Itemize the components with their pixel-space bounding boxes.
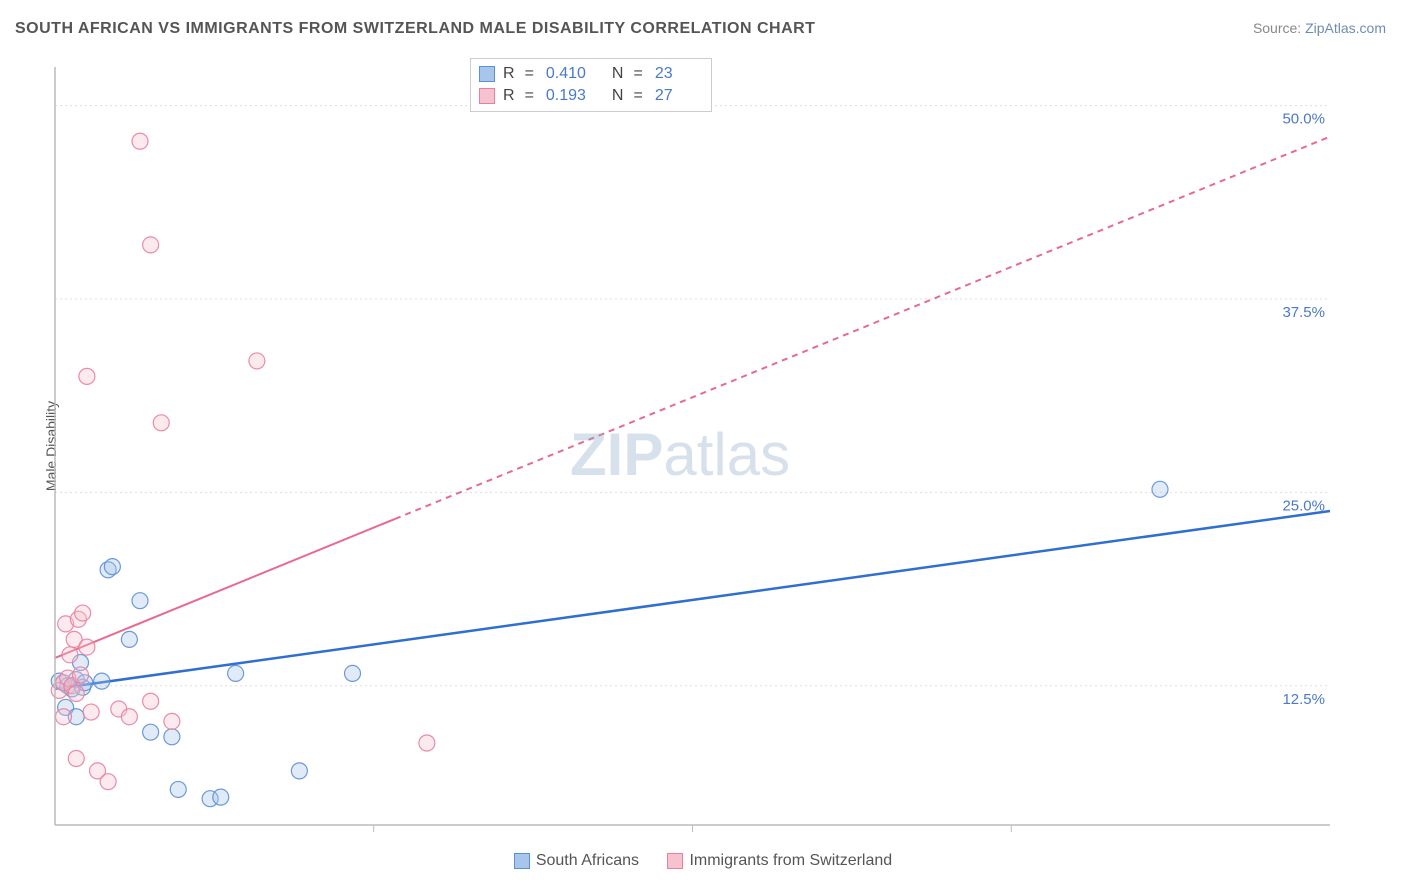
legend-row-2: R = 0.193 N = 27 (479, 85, 701, 107)
legend-correlation: R = 0.410 N = 23 R = 0.193 N = 27 (470, 58, 712, 112)
svg-text:60.0%: 60.0% (1285, 834, 1328, 835)
r-label: R (503, 85, 515, 107)
legend-swatch-pink (667, 853, 683, 869)
scatter-chart: 12.5%25.0%37.5%50.0%0.0%60.0% (50, 55, 1350, 835)
equals-sign: = (633, 63, 642, 85)
legend-label: South Africans (536, 852, 639, 870)
r-value: 0.410 (546, 63, 592, 85)
n-value: 23 (655, 63, 701, 85)
legend-row-1: R = 0.410 N = 23 (479, 63, 701, 85)
svg-text:0.0%: 0.0% (57, 834, 91, 835)
legend-swatch-pink (479, 88, 495, 104)
svg-text:50.0%: 50.0% (1282, 111, 1325, 128)
equals-sign: = (525, 63, 534, 85)
chart-title: SOUTH AFRICAN VS IMMIGRANTS FROM SWITZER… (15, 20, 815, 38)
legend-series: South Africans Immigrants from Switzerla… (0, 852, 1406, 874)
legend-label: Immigrants from Switzerland (689, 852, 892, 870)
legend-item-pink: Immigrants from Switzerland (667, 852, 892, 870)
source-label: Source: (1253, 20, 1305, 36)
source-credit: Source: ZipAtlas.com (1253, 20, 1386, 36)
svg-text:37.5%: 37.5% (1282, 304, 1325, 321)
svg-text:12.5%: 12.5% (1282, 691, 1325, 708)
n-value: 27 (655, 85, 701, 107)
equals-sign: = (525, 85, 534, 107)
n-label: N (612, 85, 624, 107)
n-label: N (612, 63, 624, 85)
legend-item-blue: South Africans (514, 852, 639, 870)
legend-swatch-blue (479, 66, 495, 82)
r-value: 0.193 (546, 85, 592, 107)
equals-sign: = (633, 85, 642, 107)
source-value: ZipAtlas.com (1305, 20, 1386, 36)
legend-swatch-blue (514, 853, 530, 869)
r-label: R (503, 63, 515, 85)
chart-container: SOUTH AFRICAN VS IMMIGRANTS FROM SWITZER… (0, 0, 1406, 892)
